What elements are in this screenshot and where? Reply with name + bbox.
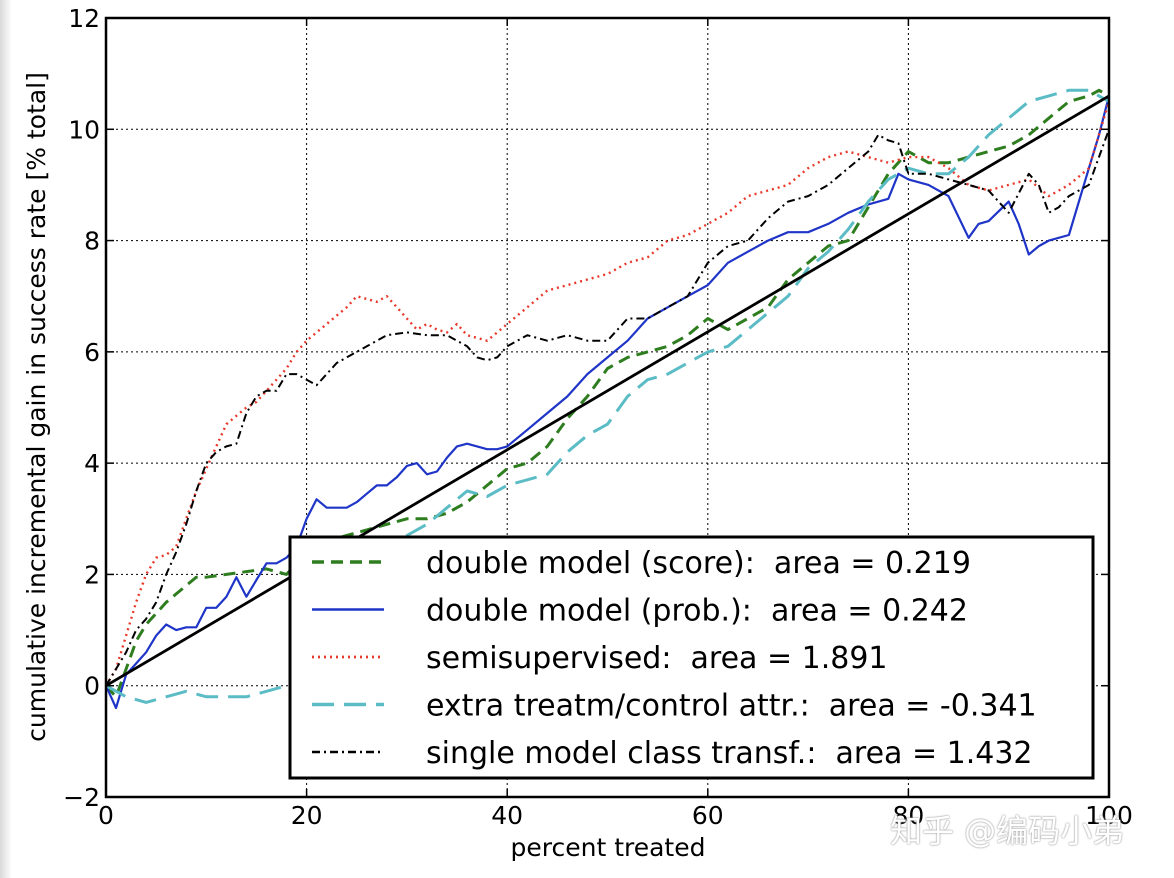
- y-tick-label: 12: [68, 4, 100, 33]
- series-line-double-model-score-: [104, 88, 1110, 699]
- series-line-double-model-prob-: [104, 95, 1111, 710]
- legend: double model (score): area = 0.219 double…: [288, 535, 1095, 780]
- series-line-semisupervised: [104, 101, 1111, 687]
- x-axis-label: percent treated: [511, 833, 706, 862]
- series-layer: [104, 88, 1111, 710]
- series-line-extra-treatm-control-attr-: [105, 88, 1110, 704]
- x-tick-label: 80: [892, 801, 924, 830]
- y-tick-label: 0: [84, 672, 100, 701]
- legend-label: double model (prob.): area = 0.242: [426, 594, 968, 629]
- plot-frame: [104, 16, 1111, 799]
- x-tick-label: 60: [692, 801, 724, 830]
- left-edge-shade: [0, 0, 12, 878]
- y-tick-label: 8: [84, 227, 100, 256]
- watermark-text: 知乎 @编码小弟: [890, 812, 1125, 850]
- legend-label: double model (score): area = 0.219: [426, 546, 971, 581]
- x-tick-label: 0: [98, 801, 114, 830]
- x-tick-label: 20: [291, 801, 323, 830]
- series-line-random: [105, 94, 1110, 687]
- y-tick-label: −2: [63, 783, 100, 812]
- legend-label: single model class transf.: area = 1.432: [426, 736, 1033, 771]
- legend-box: [288, 535, 1095, 780]
- y-axis-label: cumulative incremental gain in success r…: [22, 72, 51, 742]
- y-tick-label: 2: [84, 560, 100, 589]
- series-line-single-model-class-transf-: [105, 128, 1110, 687]
- y-tick-label: 6: [84, 338, 100, 367]
- y-tick-label: 4: [84, 449, 100, 478]
- x-tick-label: 40: [491, 801, 523, 830]
- legend-label: semisupervised: area = 1.891: [426, 641, 888, 676]
- y-tick-label: 10: [68, 115, 100, 144]
- legend-label: extra treatm/control attr.: area = -0.34…: [426, 689, 1037, 724]
- x-tick-label: 100: [1085, 801, 1133, 830]
